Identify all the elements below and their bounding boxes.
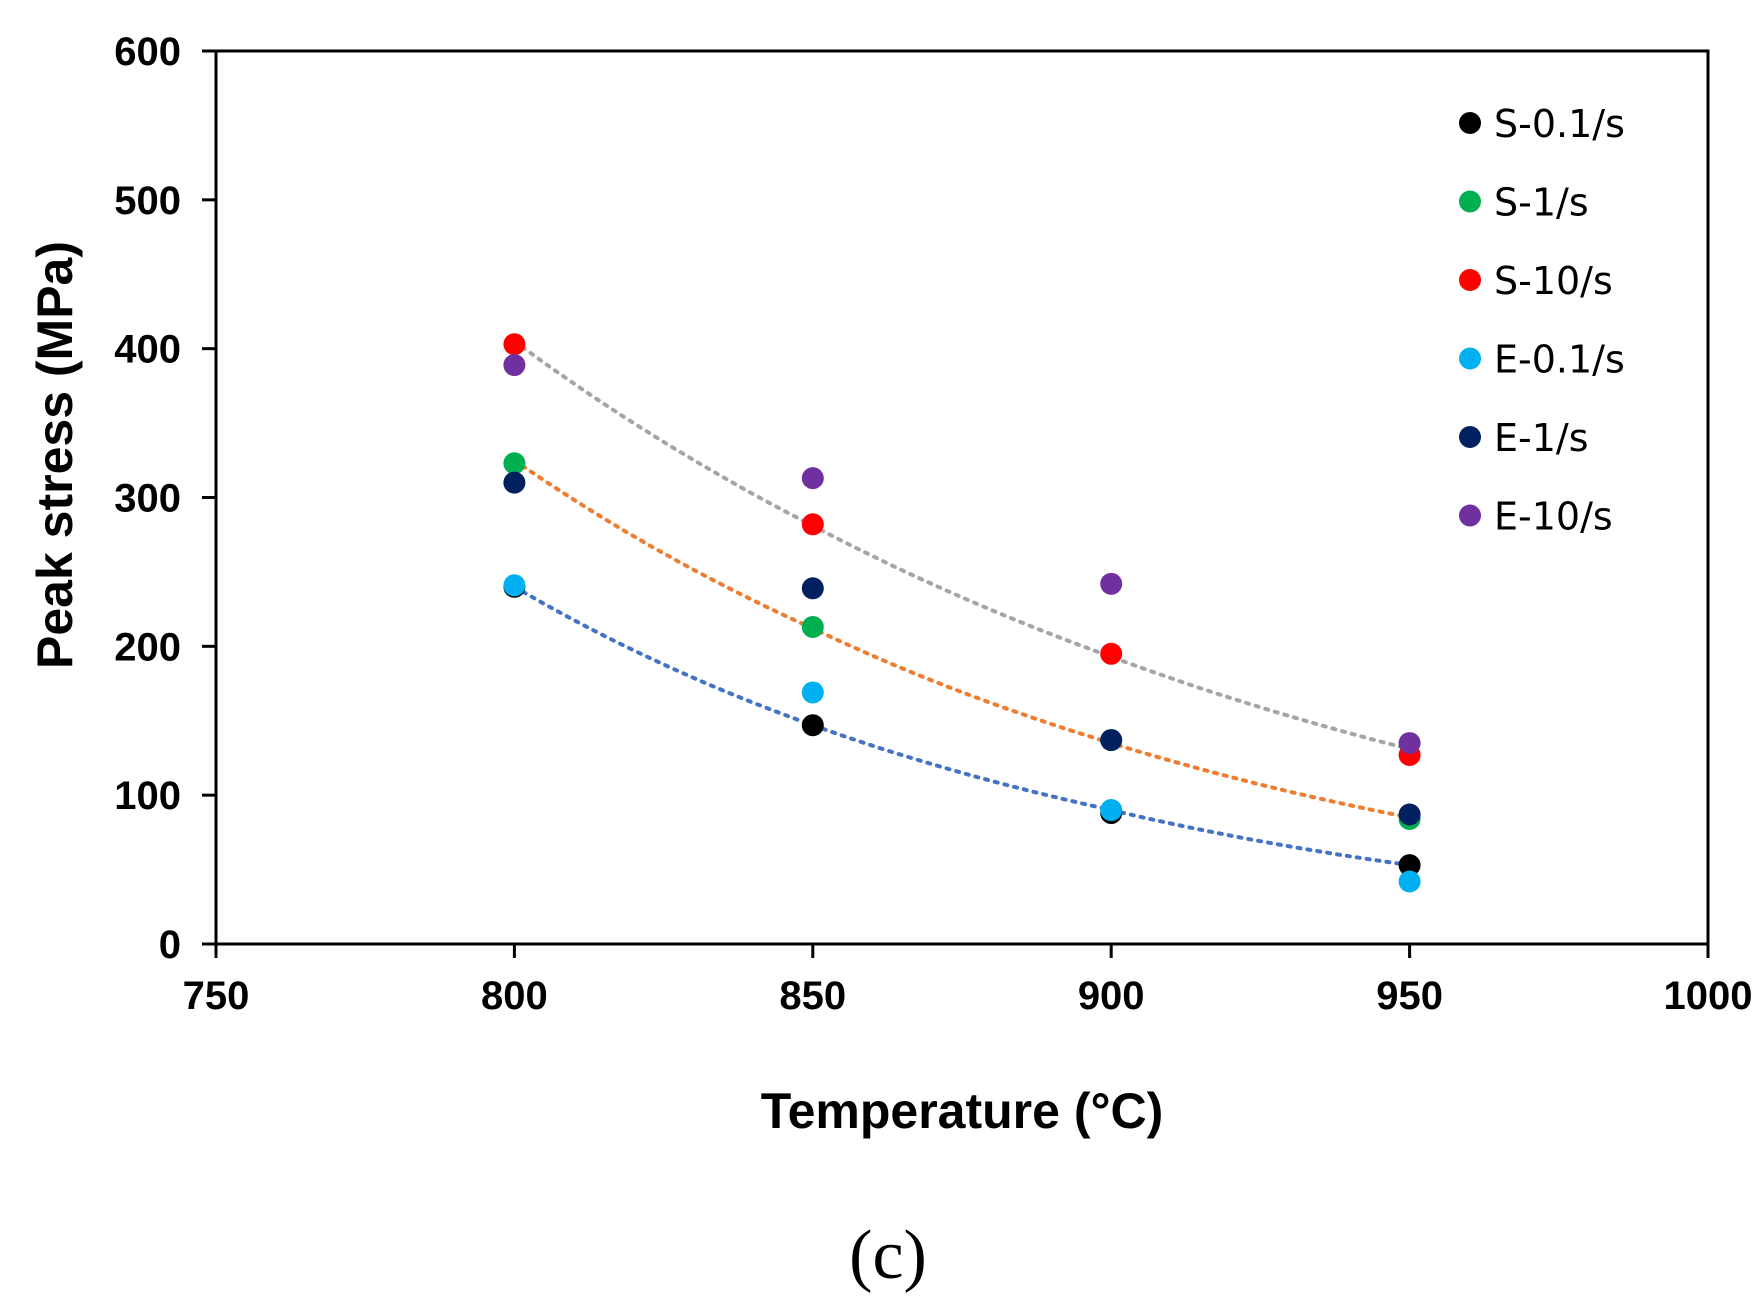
legend-label: S-0.1/s [1494, 102, 1625, 146]
legend-marker [1459, 347, 1481, 370]
lower-trend [512, 584, 1412, 868]
y-tick-label: 200 [114, 625, 181, 669]
y-tick-label: 100 [114, 774, 181, 818]
point-e-0-1-s-850 [801, 681, 824, 704]
point-e-1-s-950 [1398, 803, 1421, 826]
legend-label: E-10/s [1494, 495, 1613, 539]
point-s-10-s-800 [503, 333, 526, 356]
point-s-1-s-800 [503, 452, 526, 475]
legend-marker [1459, 269, 1481, 291]
x-tick-label: 950 [1376, 974, 1443, 1018]
y-axis-title: Peak stress (MPa) [27, 241, 83, 669]
data-points [503, 333, 1421, 893]
x-tick-label: 800 [481, 974, 548, 1018]
upper-trend [512, 339, 1412, 751]
y-tick-label: 0 [159, 923, 181, 967]
legend-label: E-1/s [1494, 416, 1589, 460]
point-s-0-1-s-950 [1398, 854, 1421, 877]
point-s-10-s-850 [801, 513, 824, 536]
legend-marker [1459, 504, 1481, 527]
panel-label: (c) [849, 1217, 927, 1294]
legend-label: E-0.1/s [1494, 338, 1625, 382]
point-e-1-s-900 [1100, 729, 1123, 752]
x-axis-title: Temperature (°C) [761, 1083, 1163, 1139]
point-e-10-s-800 [503, 354, 526, 377]
point-e-10-s-950 [1398, 732, 1421, 755]
point-s-1-s-850 [801, 615, 824, 638]
x-tick-label: 750 [183, 974, 250, 1018]
x-tick-label: 850 [779, 974, 846, 1018]
y-tick-label: 500 [114, 179, 181, 223]
x-tick-label: 900 [1078, 974, 1145, 1018]
point-e-0-1-s-950 [1398, 870, 1421, 893]
legend-marker [1459, 112, 1481, 134]
plot-area-frame [214, 49, 1710, 946]
y-tick-label: 600 [114, 30, 181, 74]
point-e-10-s-900 [1100, 572, 1123, 595]
point-e-1-s-800 [503, 471, 526, 494]
point-s-0-1-s-850 [801, 714, 824, 737]
point-e-1-s-850 [801, 577, 824, 600]
y-tick-label: 300 [114, 477, 181, 521]
point-e-0-1-s-900 [1100, 799, 1123, 822]
trendlines [512, 339, 1412, 868]
point-s-10-s-900 [1100, 642, 1123, 665]
point-e-10-s-850 [801, 467, 824, 490]
y-tick-label: 400 [114, 328, 181, 372]
legend-label: S-1/s [1494, 181, 1589, 225]
point-e-0-1-s-800 [503, 574, 526, 597]
legend-label: S-10/s [1494, 259, 1613, 303]
legend-marker [1459, 426, 1481, 448]
legend: S-0.1/s S-1/s S-10/s E-0.1/s E-1/s E-10/s [1459, 102, 1625, 539]
x-tick-label: 1000 [1664, 974, 1753, 1018]
axes: 750 800 850 900 950 1000 0 100 200 300 400 500 600 [114, 30, 1752, 1018]
legend-marker [1459, 190, 1481, 213]
middle-trend [512, 458, 1412, 820]
